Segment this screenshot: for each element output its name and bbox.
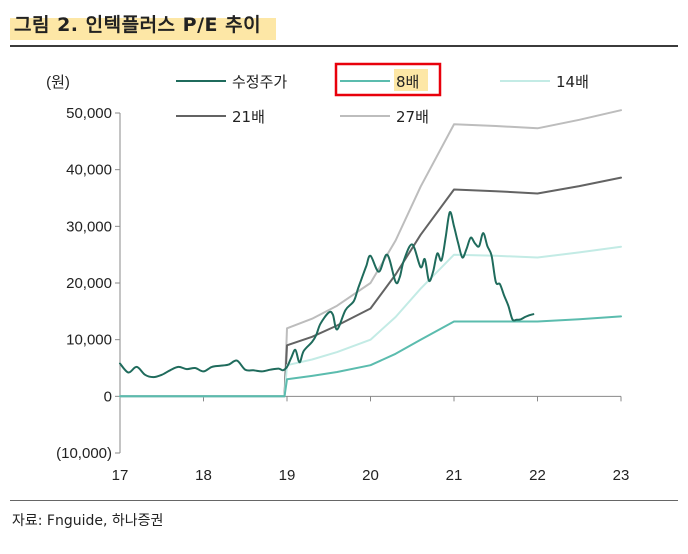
y-tick-label: 10,000 — [66, 332, 112, 349]
figure-title: 그림 2. 인텍플러스 P/E 추이 — [14, 14, 262, 36]
legend-label-0: 수정주가 — [232, 73, 287, 91]
y-tick-label: 30,000 — [66, 218, 112, 235]
legend-label-2: 14배 — [556, 73, 589, 91]
legend-item-highlight — [394, 69, 428, 91]
series-line-4 — [119, 109, 622, 398]
y-tick-label: 0 — [104, 388, 112, 405]
series-line-3 — [119, 176, 622, 398]
x-tick-label: 22 — [529, 467, 546, 484]
series-line-1 — [119, 315, 622, 398]
y-tick-label: (10,000) — [56, 445, 112, 462]
pe-band-chart: (10,000) 0 10,000 20,000 30,000 40,000 50,000 (… — [46, 62, 629, 484]
title-highlight — [10, 18, 276, 40]
x-tick-label: 19 — [279, 467, 296, 484]
axes: (10,000) 0 10,000 20,000 30,000 40,000 50,000 (… — [46, 74, 629, 484]
legend-label-1: 8배 — [396, 73, 419, 91]
x-tick-label: 17 — [112, 467, 129, 484]
footer-rule — [10, 500, 678, 501]
series-layer — [119, 109, 622, 398]
x-tick-label: 18 — [195, 467, 212, 484]
x-tick-label: 20 — [362, 467, 379, 484]
legend-callout-box — [334, 62, 442, 97]
y-tick-label: 40,000 — [66, 162, 112, 179]
series-line-0 — [119, 211, 535, 379]
figure-title-wrap: 그림 2. 인텍플러스 P/E 추이 — [10, 8, 276, 40]
title-rule — [10, 45, 678, 47]
x-tick-label: 21 — [446, 467, 463, 484]
legend: 수정주가 8배 14배 21배 27배 — [176, 62, 589, 126]
source-note: 자료: Fnguide, 하나증권 — [12, 513, 164, 529]
legend-label-3: 21배 — [232, 108, 265, 126]
y-axis-unit: (원) — [46, 74, 70, 91]
y-tick-label: 20,000 — [66, 275, 112, 292]
legend-label-4: 27배 — [396, 108, 429, 126]
y-tick-label: 50,000 — [66, 105, 112, 122]
x-tick-label: 23 — [613, 467, 630, 484]
